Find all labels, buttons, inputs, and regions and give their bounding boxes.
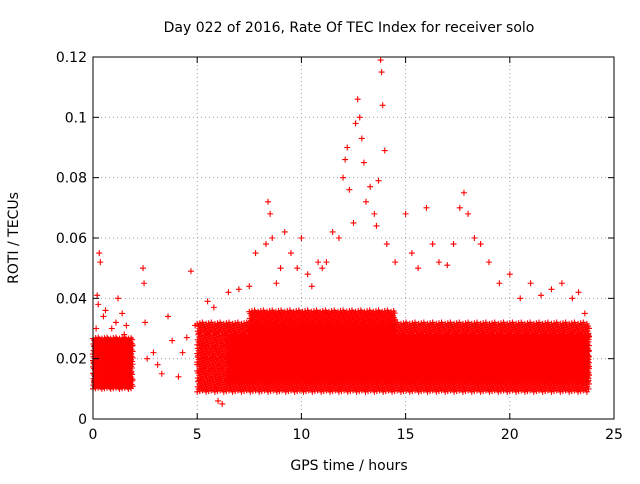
y-axis-label: ROTI / TECUs	[6, 192, 22, 284]
chart-title: Day 022 of 2016, Rate Of TEC Index for r…	[164, 20, 535, 36]
data-points	[90, 57, 592, 407]
x-axis-label: GPS time / hours	[290, 458, 407, 474]
